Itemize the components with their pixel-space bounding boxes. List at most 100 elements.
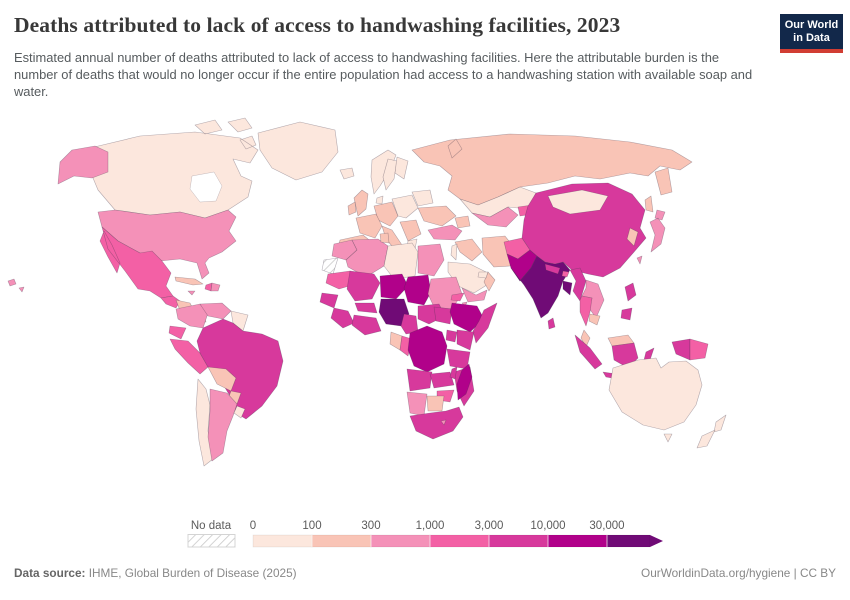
country-philippines[interactable] — [620, 282, 637, 321]
country-ireland[interactable] — [347, 201, 357, 216]
country-japan[interactable] — [649, 209, 666, 253]
legend-tick-3: 1,000 — [416, 520, 445, 532]
country-sri-lanka[interactable] — [547, 317, 556, 330]
country-ukraine[interactable] — [417, 205, 457, 227]
license-link[interactable]: OurWorldinData.org/hygiene | CC BY — [641, 566, 836, 580]
legend-bin-dividers — [311, 535, 608, 547]
country-oman[interactable] — [483, 271, 496, 292]
country-australia[interactable] — [608, 357, 703, 443]
country-somalia[interactable] — [472, 302, 498, 344]
legend-bin-5[interactable] — [547, 534, 608, 548]
country-caucasus[interactable] — [454, 215, 471, 229]
legend-tick-0: 0 — [250, 520, 256, 532]
country-thailand[interactable] — [579, 295, 593, 327]
country-uganda[interactable] — [445, 329, 458, 343]
country-niger[interactable] — [379, 273, 409, 300]
country-sweden[interactable] — [382, 158, 398, 191]
country-botswana[interactable] — [426, 395, 445, 412]
country-libya[interactable] — [383, 242, 419, 280]
legend-tick-1: 100 — [302, 520, 321, 532]
country-finland[interactable] — [394, 156, 409, 180]
legend-tick-2: 300 — [361, 520, 380, 532]
country-denmark[interactable] — [375, 195, 384, 205]
country-papua-new-guinea[interactable] — [689, 338, 709, 361]
country-mexico[interactable] — [99, 226, 174, 299]
country-united-states[interactable] — [7, 145, 237, 293]
country-ecuador[interactable] — [168, 325, 187, 340]
legend-bin-0[interactable] — [252, 534, 313, 548]
legend-tick-4: 3,000 — [475, 520, 504, 532]
legend-bin-3[interactable] — [429, 534, 490, 548]
country-ivory-coast-ghana[interactable] — [351, 314, 382, 336]
country-central-asia[interactable] — [471, 206, 519, 228]
country-syria-iraq[interactable] — [454, 238, 483, 262]
country-turkey[interactable] — [427, 224, 463, 241]
map-legend: No data 0 100 300 1,000 3,000 10,000 30,… — [187, 520, 663, 548]
country-south-africa[interactable] — [409, 406, 464, 440]
legend-tick-6: 30,000 — [589, 520, 624, 532]
country-burkina-faso[interactable] — [354, 302, 378, 314]
country-bhutan[interactable] — [561, 270, 570, 278]
country-united-kingdom[interactable] — [353, 189, 369, 217]
country-eritrea[interactable] — [450, 292, 465, 302]
country-mongolia[interactable] — [547, 189, 609, 215]
country-iceland[interactable] — [339, 167, 355, 180]
country-dominican-republic[interactable] — [210, 282, 221, 292]
country-mali[interactable] — [346, 270, 381, 302]
country-guinea[interactable] — [330, 307, 355, 329]
country-uae-qatar[interactable] — [477, 271, 489, 279]
country-democratic-republic-of-congo[interactable] — [407, 325, 448, 373]
legend-no-data-label: No data — [191, 520, 232, 532]
country-greenland[interactable] — [257, 121, 339, 181]
country-nepal[interactable] — [544, 263, 561, 275]
country-bangladesh[interactable] — [562, 280, 573, 296]
chart-subtitle: Estimated annual number of deaths attrib… — [14, 50, 753, 100]
country-jamaica[interactable] — [187, 290, 196, 296]
country-kenya[interactable] — [456, 329, 475, 351]
legend-bin-6[interactable] — [606, 534, 651, 548]
country-madagascar[interactable] — [456, 363, 473, 401]
data-source-text: IHME, Global Burden of Disease (2025) — [85, 566, 297, 580]
country-korea[interactable] — [626, 227, 639, 247]
country-uruguay[interactable] — [233, 405, 246, 419]
country-cambodia[interactable] — [588, 313, 601, 326]
legend-bin-4[interactable] — [488, 534, 549, 548]
data-source: Data source: IHME, Global Burden of Dise… — [14, 566, 297, 580]
country-tunisia[interactable] — [379, 232, 390, 244]
country-argentina[interactable] — [207, 388, 238, 462]
legend-bin-1[interactable] — [311, 534, 372, 548]
country-russia[interactable] — [411, 133, 693, 213]
country-new-zealand[interactable] — [696, 414, 727, 449]
country-angola[interactable] — [406, 368, 433, 392]
country-south-sudan[interactable] — [433, 306, 453, 325]
page-title: Deaths attributed to lack of access to h… — [14, 13, 621, 37]
country-lesotho[interactable] — [440, 419, 447, 426]
country-zambia[interactable] — [429, 371, 455, 389]
legend-no-data-swatch[interactable] — [187, 534, 236, 548]
country-brazil[interactable] — [196, 318, 284, 420]
country-france[interactable] — [355, 213, 383, 239]
country-western-sahara[interactable] — [321, 257, 339, 275]
country-namibia[interactable] — [406, 391, 428, 417]
country-taiwan[interactable] — [636, 255, 643, 265]
country-egypt[interactable] — [417, 243, 445, 277]
country-poland-baltics[interactable] — [391, 194, 419, 219]
country-bolivia[interactable] — [207, 366, 237, 392]
country-yemen[interactable] — [461, 287, 488, 303]
country-venezuela[interactable] — [199, 302, 232, 320]
country-balkans[interactable] — [399, 219, 422, 242]
legend-bin-2[interactable] — [370, 534, 431, 548]
owid-logo[interactable]: Our World in Data — [780, 14, 843, 54]
country-belarus[interactable] — [411, 189, 434, 207]
legend-tick-5: 10,000 — [530, 520, 565, 532]
data-source-label: Data source: — [14, 566, 86, 580]
country-chad[interactable] — [403, 274, 432, 306]
country-malawi[interactable] — [449, 366, 458, 380]
country-cuba[interactable] — [174, 276, 204, 286]
country-senegal[interactable] — [319, 292, 339, 309]
country-canada[interactable] — [87, 117, 259, 219]
country-peru[interactable] — [169, 338, 209, 375]
country-israel-jordan[interactable] — [450, 243, 458, 261]
